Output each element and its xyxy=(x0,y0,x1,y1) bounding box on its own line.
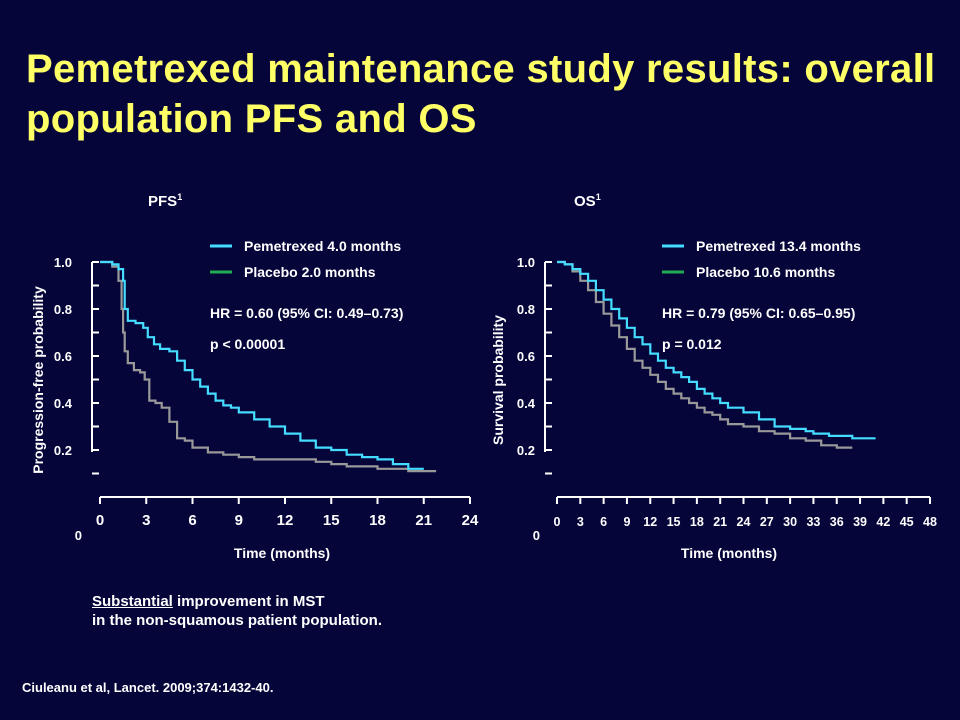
note-rest-line1: improvement in MST xyxy=(172,593,325,610)
chart-title: PFS1 xyxy=(148,192,182,210)
y-tick-label: 0.4 xyxy=(517,396,536,411)
km-curve-pemetrexed xyxy=(100,260,424,470)
x-tick-label: 12 xyxy=(277,512,294,529)
note: Substantial improvement in MST in the no… xyxy=(92,592,382,630)
x-tick-label: 9 xyxy=(235,512,243,529)
chart-title-superscript: 1 xyxy=(596,192,601,202)
y-axis-label: Survival probability xyxy=(490,315,506,445)
x-tick-label: 3 xyxy=(577,515,584,529)
x-axis-label: Time (months) xyxy=(681,545,777,561)
x-tick-label: 6 xyxy=(188,512,196,529)
x-tick-label: 0 xyxy=(554,515,561,529)
y-axis-label: Progression-free probability xyxy=(30,286,46,474)
x-axis-label: Time (months) xyxy=(234,545,330,561)
x-tick-label: 15 xyxy=(323,512,340,529)
x-tick-label: 0 xyxy=(96,512,104,529)
x-tick-label: 30 xyxy=(783,515,797,529)
legend-label: Pemetrexed 13.4 months xyxy=(696,238,861,254)
legend-label: Pemetrexed 4.0 months xyxy=(244,238,401,254)
x-tick-label: 24 xyxy=(462,512,479,529)
citation: Ciuleanu et al, Lancet. 2009;374:1432-40… xyxy=(22,680,274,695)
x-tick-label: 48 xyxy=(923,515,937,529)
y-tick-label: 0.6 xyxy=(54,349,72,364)
y-tick-label: 0.4 xyxy=(54,396,73,411)
x-tick-label: 21 xyxy=(713,515,727,529)
x-tick-label: 42 xyxy=(876,515,890,529)
annotation-text: p = 0.012 xyxy=(662,336,722,352)
km-curve-pemetrexed xyxy=(557,260,876,440)
slide-title: Pemetrexed maintenance study results: ov… xyxy=(26,47,936,141)
annotation-text: HR = 0.79 (95% CI: 0.65–0.95) xyxy=(662,305,855,321)
x-tick-label: 27 xyxy=(760,515,774,529)
y-tick-label: 0 xyxy=(533,528,540,543)
km-curve-placebo xyxy=(100,260,437,473)
y-tick-label: 0.8 xyxy=(517,302,535,317)
y-tick-label: 0.2 xyxy=(54,443,72,458)
x-tick-label: 9 xyxy=(623,515,630,529)
y-tick-label: 1.0 xyxy=(517,255,535,270)
chart-title: OS1 xyxy=(574,192,601,210)
y-tick-label: 0.6 xyxy=(517,349,535,364)
chart-pfs: PFS1 0 0.2 0.4 0.6 0.8 1.0 0 3 6 9 12 15 18 21 24 Time (… xyxy=(30,192,479,561)
y-tick-label: 1.0 xyxy=(54,255,72,270)
x-tick-label: 33 xyxy=(806,515,820,529)
x-tick-label: 45 xyxy=(900,515,914,529)
annotation-text: HR = 0.60 (95% CI: 0.49–0.73) xyxy=(210,305,403,321)
note-underlined: Substantial xyxy=(92,593,173,610)
x-tick-label: 24 xyxy=(737,515,751,529)
chart-title-superscript: 1 xyxy=(177,192,182,202)
y-tick-label: 0.2 xyxy=(517,443,535,458)
km-curve-placebo xyxy=(557,260,853,449)
x-tick-label: 21 xyxy=(415,512,432,529)
annotation-text: p < 0.00001 xyxy=(210,336,285,352)
x-tick-label: 3 xyxy=(142,512,150,529)
x-tick-label: 18 xyxy=(690,515,704,529)
x-tick-label: 15 xyxy=(667,515,681,529)
note-line2: in the non-squamous patient population. xyxy=(92,612,382,629)
x-tick-label: 39 xyxy=(853,515,867,529)
legend-label: Placebo 2.0 months xyxy=(244,264,376,280)
x-tick-label: 18 xyxy=(369,512,386,529)
legend-label: Placebo 10.6 months xyxy=(696,264,835,280)
x-tick-label: 12 xyxy=(643,515,657,529)
y-tick-label: 0.8 xyxy=(54,302,72,317)
y-tick-label: 0 xyxy=(75,528,82,543)
x-tick-label: 36 xyxy=(830,515,844,529)
x-tick-label: 6 xyxy=(600,515,607,529)
